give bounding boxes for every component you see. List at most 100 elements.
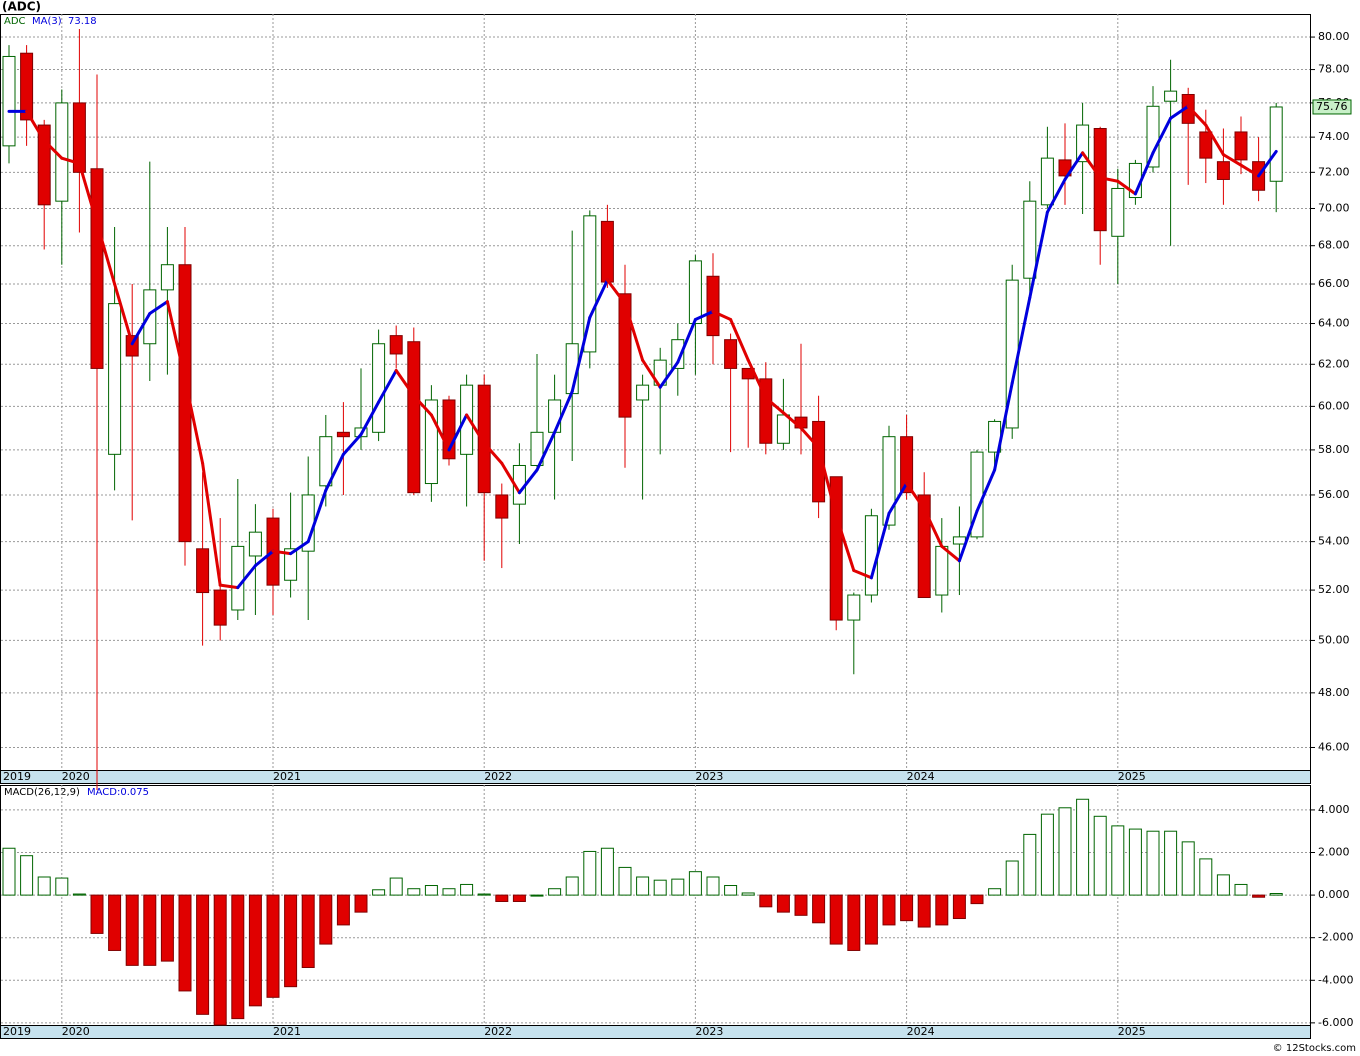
ma-line (253, 549, 275, 568)
macd-bar (952, 894, 966, 920)
macd-bar (935, 894, 949, 926)
candle-body (108, 303, 122, 455)
y-tick-label: 46.00 (1318, 740, 1350, 753)
candle-body (407, 341, 421, 494)
candle-body (636, 384, 650, 401)
macd-bar (794, 894, 808, 916)
macd-bar (354, 894, 368, 913)
macd-bar (776, 894, 790, 913)
macd-bar (160, 894, 174, 962)
ma-line (1204, 123, 1225, 157)
ma-line (1098, 176, 1120, 183)
macd-bar (917, 894, 931, 928)
ma-line (465, 413, 486, 445)
candle-body (1234, 131, 1248, 161)
macd-bar (970, 894, 984, 905)
ma-line (940, 544, 961, 563)
macd-last: MACD:0.075 (87, 787, 149, 798)
macd-bar (37, 876, 51, 896)
y-tick-label: -6.000 (1318, 1016, 1353, 1029)
y-tick-label: 48.00 (1318, 686, 1350, 699)
price-frame (0, 14, 1311, 771)
ma-line (77, 161, 99, 225)
x-tick-label: 2025 (1118, 1025, 1146, 1038)
macd-bar (548, 888, 562, 896)
ma-line (429, 413, 451, 452)
candle-body (90, 168, 104, 369)
macd-bar (1181, 841, 1195, 896)
candle-body (336, 431, 350, 438)
candle-body (618, 293, 632, 418)
ma-line (412, 394, 433, 417)
macd-bar (600, 847, 614, 896)
ma-line (535, 430, 557, 472)
macd-bar (741, 892, 755, 896)
macd-bar (442, 888, 456, 896)
macd-bar (55, 877, 69, 896)
ma-line (905, 482, 926, 511)
ma-line (377, 369, 398, 404)
y-tick-label: 54.00 (1318, 535, 1350, 548)
candle-body (847, 594, 861, 621)
ma-line (25, 109, 46, 143)
ma-line (887, 482, 909, 515)
candle-body (829, 476, 843, 621)
macd-bar (512, 894, 526, 902)
y-tick-label: 74.00 (1318, 130, 1350, 143)
macd-bar (196, 894, 210, 1015)
macd-bar (1199, 858, 1213, 896)
macd-bar (812, 894, 826, 924)
ma-line (271, 549, 293, 556)
y-tick-label: -2.000 (1318, 931, 1353, 944)
ma-line (324, 452, 345, 492)
macd-bar (530, 894, 544, 897)
macd-bar (90, 894, 104, 934)
ma-line (570, 316, 592, 393)
ma-line (218, 583, 240, 590)
ma-line (1045, 177, 1067, 214)
macd-bar (143, 894, 157, 966)
macd-bar (1146, 830, 1160, 896)
y-tick-label: 58.00 (1318, 443, 1350, 456)
ma-line (130, 312, 152, 346)
x-axis-band (0, 770, 1311, 784)
y-tick-label: 78.00 (1318, 63, 1350, 76)
ma-line (957, 509, 979, 563)
macd-bar (213, 894, 227, 1026)
ma-line (1081, 151, 1102, 180)
candle-body (72, 102, 86, 173)
macd-bar (1058, 807, 1072, 896)
candle-body (706, 275, 720, 337)
macd-bar (583, 850, 597, 896)
y-tick-label: 64.00 (1318, 317, 1350, 330)
candle-body (1269, 106, 1283, 182)
macd-bar (1040, 813, 1054, 896)
x-tick-label: 2019 (3, 770, 31, 783)
ma-line (394, 369, 416, 398)
macd-bar (266, 894, 280, 998)
ma-line (289, 540, 310, 556)
ma-line (201, 461, 222, 587)
candle-body (143, 289, 157, 345)
macd-bar (618, 866, 632, 896)
macd-bar (636, 876, 650, 896)
candle-body (196, 548, 210, 594)
macd-bar (671, 878, 685, 896)
ma-line (641, 358, 662, 389)
ma-line (341, 432, 363, 456)
last-price-label: 75.76 (1316, 100, 1348, 113)
ma-line (869, 511, 891, 580)
ma-line (1239, 163, 1261, 178)
macd-bar (724, 885, 738, 896)
candle-body (213, 589, 227, 626)
macd-bar (372, 889, 386, 896)
candle-body (1199, 131, 1213, 159)
ma-line (165, 300, 187, 381)
x-tick-label: 2025 (1118, 770, 1146, 783)
y-tick-label: 4.000 (1318, 803, 1350, 816)
candle-body (935, 545, 949, 596)
candle-body (389, 335, 403, 355)
ma-line (1063, 151, 1085, 181)
